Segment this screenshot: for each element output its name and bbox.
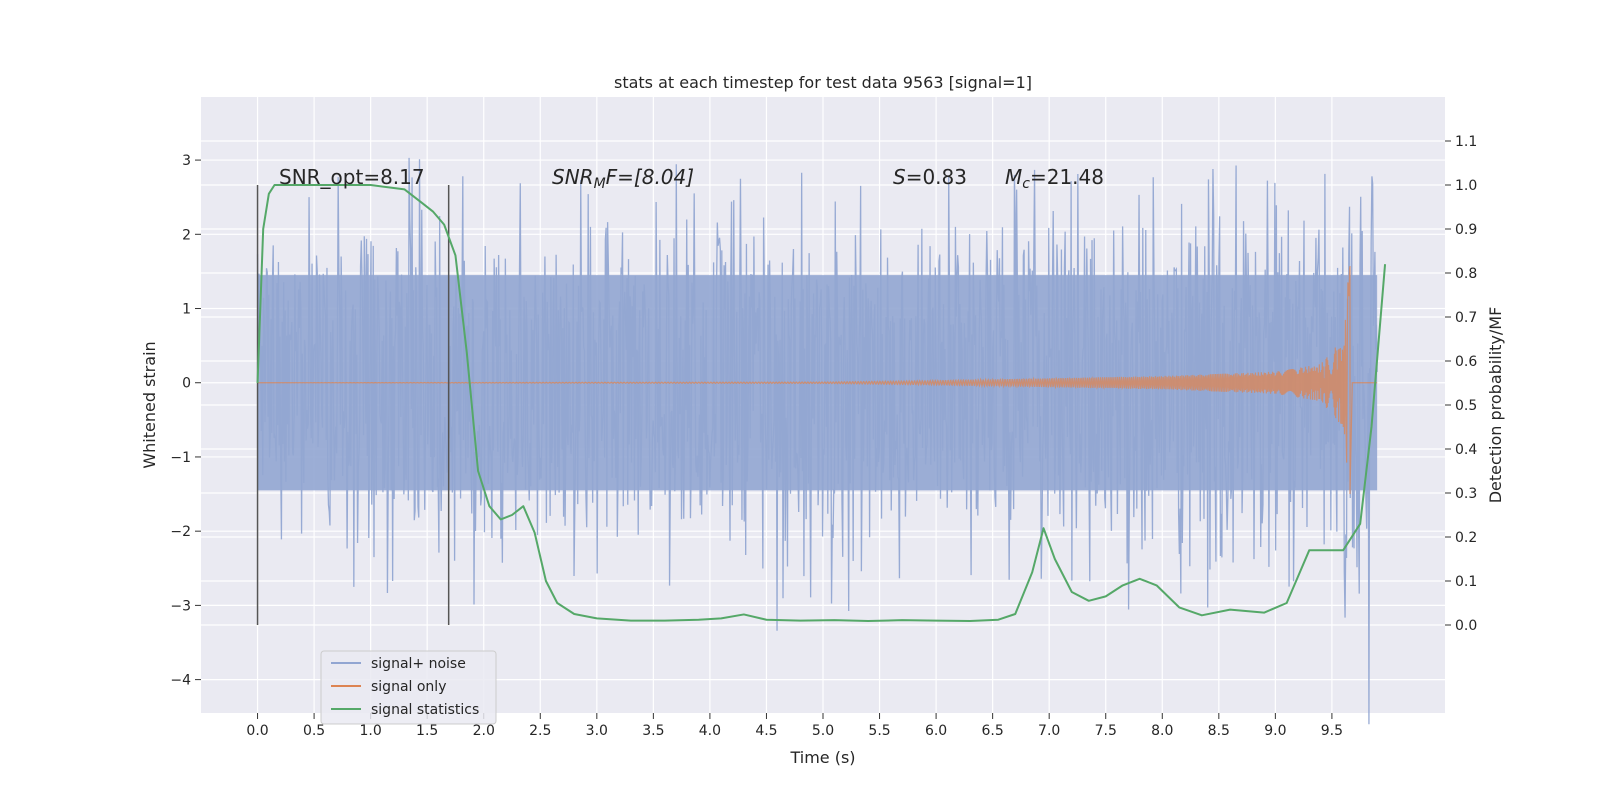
right-y-tick-label: 0.6 [1455, 354, 1477, 370]
left-y-tick-label: −4 [170, 673, 191, 689]
annotation-snr-opt: SNR_opt=8.17 [279, 165, 425, 189]
x-tick-label: 9.5 [1321, 723, 1343, 739]
x-tick-label: 9.0 [1264, 723, 1286, 739]
right-axis-label: Detection probability/MF [1486, 307, 1505, 504]
x-tick-label: 7.5 [1095, 723, 1117, 739]
x-tick-label: 0.5 [303, 723, 325, 739]
legend-label-signal-statistics: signal statistics [371, 702, 479, 718]
annotation-mc-value: =21.48 [1030, 165, 1104, 189]
right-axis-ticks: 1.1 1.0 0.9 0.8 0.7 0.6 0.5 0.4 0.3 0.2 0.1 0.0 [1445, 134, 1477, 634]
annotation-snr-mf-sub: M [594, 176, 606, 192]
x-tick-label: 4.5 [755, 723, 777, 739]
left-y-tick-label: 0 [182, 376, 191, 392]
right-y-tick-label: 0.5 [1455, 398, 1477, 414]
x-tick-label: 4.0 [699, 723, 721, 739]
right-y-tick-label: 0.8 [1455, 266, 1477, 282]
x-tick-label: 3.0 [586, 723, 608, 739]
x-tick-label: 5.0 [812, 723, 834, 739]
x-tick-label: 6.0 [925, 723, 947, 739]
x-tick-label: 6.5 [982, 723, 1004, 739]
x-tick-label: 7.0 [1038, 723, 1060, 739]
annotation-s-var: S [893, 165, 906, 189]
x-tick-label: 3.5 [642, 723, 664, 739]
x-tick-label: 8.0 [1151, 723, 1173, 739]
vertical-markers [256, 185, 450, 625]
left-axis-label: Whitened strain [140, 341, 159, 468]
x-tick-label: 2.5 [529, 723, 551, 739]
left-y-tick-label: −1 [170, 450, 191, 466]
left-y-tick-label: 1 [182, 302, 191, 318]
x-axis-label: Time (s) [789, 748, 855, 767]
x-tick-label: 0.0 [246, 723, 268, 739]
chart-title: stats at each timestep for test data 956… [614, 73, 1032, 92]
right-y-tick-label: 0.2 [1455, 530, 1477, 546]
annotation-snr-mf-var: SNR [552, 165, 594, 189]
right-y-tick-label: 0.0 [1455, 618, 1477, 634]
right-y-tick-label: 0.1 [1455, 574, 1477, 590]
signal-statistics-series [256, 184, 1387, 623]
signal-only-line [257, 265, 1378, 495]
annotation-s: S=0.83 [893, 165, 967, 189]
right-y-tick-label: 0.7 [1455, 310, 1477, 326]
right-y-tick-label: 1.1 [1455, 134, 1477, 150]
left-y-tick-label: −2 [170, 524, 191, 540]
x-tick-label: 2.0 [473, 723, 495, 739]
legend-label-signal-noise: signal+ noise [371, 656, 466, 672]
signal-only-series [257, 265, 1378, 495]
x-tick-label: 1.5 [416, 723, 438, 739]
right-y-tick-label: 0.3 [1455, 486, 1477, 502]
right-y-tick-label: 0.4 [1455, 442, 1477, 458]
left-y-tick-label: −3 [170, 598, 191, 614]
annotation-snr-mf: SNRMF=[8.04] [552, 165, 694, 192]
x-tick-label: 8.5 [1208, 723, 1230, 739]
right-y-tick-label: 0.9 [1455, 222, 1477, 238]
x-axis-ticks: 0.0 0.5 1.0 1.5 2.0 2.5 3.0 3.5 4.0 4.5 5.0 5.5 6.0 6… [246, 713, 1343, 739]
signal-statistics-line [256, 184, 1387, 623]
left-y-tick-label: 3 [182, 153, 191, 169]
annotation-mc-sub: c [1022, 176, 1030, 192]
legend-label-signal-only: signal only [371, 679, 446, 695]
annotation-mc-var: M [1005, 165, 1022, 189]
annotation-mc: Mc=21.48 [1005, 165, 1104, 192]
right-y-tick-label: 1.0 [1455, 178, 1477, 194]
annotation-snr-mf-rest: F=[8.04] [606, 165, 694, 189]
annotation-s-value: =0.83 [906, 165, 967, 189]
left-axis-ticks: 3 2 1 0 −1 −2 −3 −4 [170, 153, 201, 689]
legend: signal+ noise signal only signal statist… [320, 650, 497, 725]
x-tick-label: 5.5 [868, 723, 890, 739]
legend-box [320, 650, 497, 725]
x-tick-label: 1.0 [360, 723, 382, 739]
left-y-tick-label: 2 [182, 227, 191, 243]
